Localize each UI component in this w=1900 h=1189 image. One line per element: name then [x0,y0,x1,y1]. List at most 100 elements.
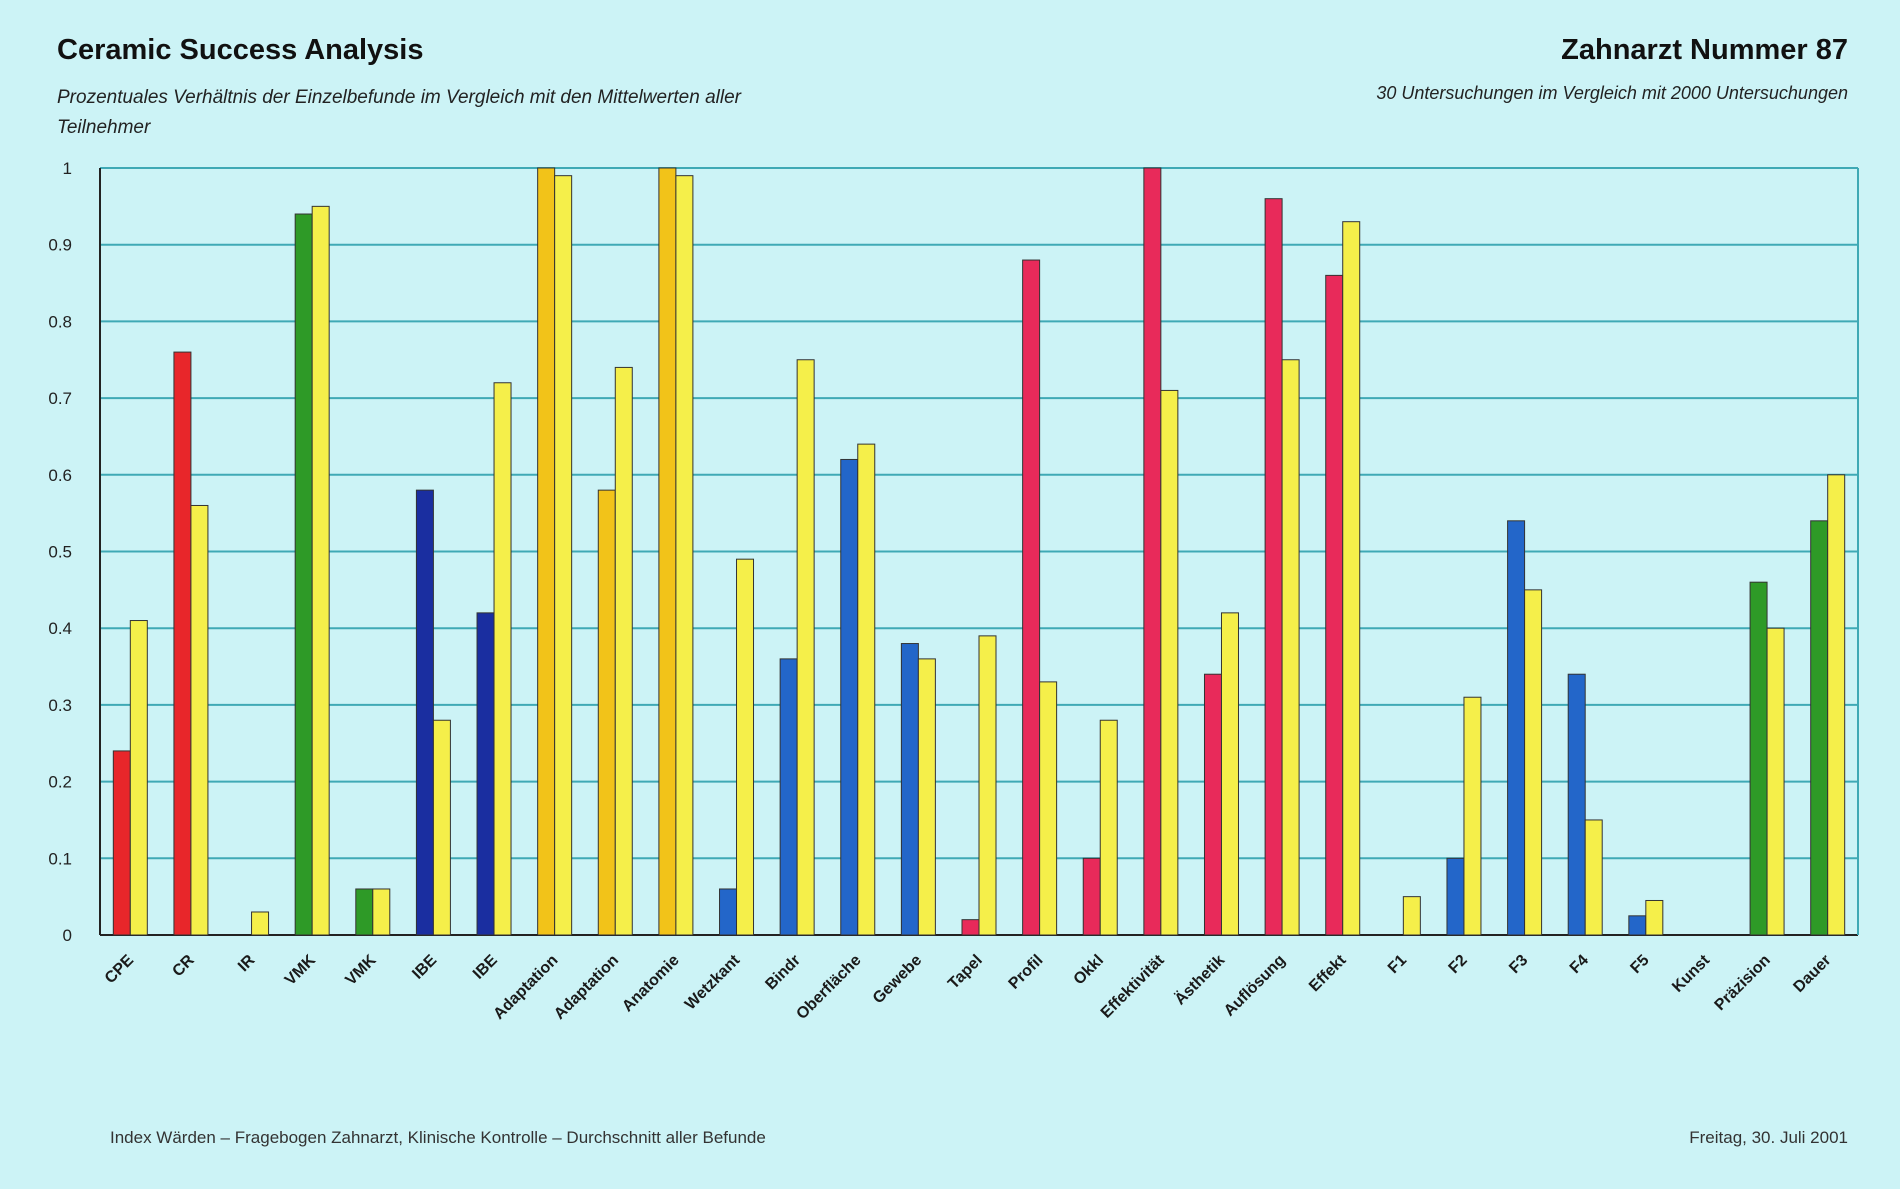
x-category-label: IR [235,951,259,975]
x-category-label: IBE [409,952,440,983]
y-tick-label: 0.6 [48,466,72,485]
x-category-label: F2 [1446,952,1471,977]
y-tick-label: 0.5 [48,543,72,562]
bar-series-2 [1160,389,1179,936]
bar-series-1 [597,489,616,936]
bar-series-2 [1645,899,1664,936]
bar-series-1 [294,213,313,936]
x-category-label: Dauer [1790,952,1834,996]
bar-series-2 [251,911,270,936]
bar-series-2 [857,443,876,936]
bar-series-1 [1810,520,1829,936]
bar-series-1 [355,888,374,936]
bar-series-2 [372,888,391,936]
bar-series-1 [658,167,677,936]
bar-series-1 [900,643,919,936]
bar-series-2 [1827,474,1846,936]
x-category-label: Wetzkant [682,951,744,1013]
bar-series-2 [493,382,512,936]
bar-series-1 [1082,857,1101,936]
x-category-label: Adaptation [551,952,622,1023]
bar-series-2 [1463,696,1482,936]
bar-series-2 [736,558,755,936]
bar-series-1 [1628,915,1647,936]
bar-series-1 [1507,520,1526,936]
footer-legend-note: Index Wärden – Fragebogen Zahnarzt, Klin… [110,1128,766,1147]
bar-series-1 [1567,673,1586,936]
x-category-label: Gewebe [870,952,925,1007]
x-category-label: Anatomie [619,952,683,1016]
bar-series-1 [173,351,192,936]
bar-series-1 [1022,259,1041,936]
bar-series-2 [1039,681,1058,936]
x-category-label: Oberfläche [793,952,864,1023]
bar-series-1 [1749,581,1768,936]
bar-series-2 [554,175,573,936]
bar-series-1 [476,612,495,936]
x-category-label: Profil [1006,952,1047,993]
bar-series-2 [978,635,997,936]
bar-series-2 [1524,589,1543,936]
y-tick-label: 1 [63,159,72,178]
x-category-label: CR [169,951,198,980]
bar-series-2 [1402,896,1421,936]
y-tick-label: 0.1 [48,849,72,868]
x-category-label: F3 [1506,952,1531,977]
bar-series-1 [1203,673,1222,936]
bar-series-2 [917,658,936,936]
bar-series-1 [779,658,798,936]
x-category-label: Ästhetik [1171,951,1228,1008]
x-category-label: Effekt [1306,951,1350,995]
x-category-label: Präzision [1712,952,1774,1014]
bar-series-1 [1143,167,1162,936]
chart-title: Ceramic Success Analysis [57,34,424,66]
bar-series-2 [432,719,451,936]
x-category-label: Effektivität [1098,951,1168,1021]
dentist-number-title: Zahnarzt Nummer 87 [1561,34,1848,66]
x-category-label: F4 [1567,952,1592,977]
bar-series-2 [1220,612,1239,936]
x-category-label: F1 [1385,952,1410,977]
chart-subtitle: Prozentuales Verhältnis der Einzelbefund… [57,87,741,138]
y-tick-label: 0.9 [48,236,72,255]
bar-series-1 [1264,198,1283,936]
x-category-label: Bindr [762,952,804,994]
bar-series-1 [840,458,859,936]
bar-series-2 [796,359,815,936]
bar-series-1 [537,167,556,936]
x-category-label: Adaptation [490,952,561,1023]
bar-series-1 [415,489,434,936]
bar-series-2 [1099,719,1118,936]
x-category-label: Kunst [1669,951,1714,996]
x-category-label: IBE [470,952,501,983]
y-tick-label: 0.3 [48,696,72,715]
bar-series-1 [719,888,738,936]
bar-series-2 [675,175,694,936]
x-category-label: Auflösung [1221,952,1289,1020]
y-tick-label: 0 [63,926,72,945]
comparison-subtitle: 30 Untersuchungen im Vergleich mit 2000 … [1376,83,1848,103]
x-category-label: CPE [102,952,138,988]
y-tick-label: 0.8 [48,312,72,331]
bar-series-1 [1325,274,1344,936]
bar-series-2 [1766,627,1785,936]
footer-date: Freitag, 30. Juli 2001 [1689,1128,1848,1147]
x-category-label: Okkl [1071,952,1108,989]
bar-series-2 [614,366,633,936]
y-tick-label: 0.2 [48,773,72,792]
bar-series-2 [1342,221,1361,936]
bar-series-1 [961,919,980,936]
bar-series-2 [190,504,209,936]
bar-series-2 [129,620,148,936]
x-category-label: VMK [342,951,379,988]
y-tick-label: 0.4 [48,619,72,638]
bar-series-2 [311,205,330,936]
x-category-label: VMK [282,951,319,988]
x-category-label: Tapel [945,952,986,993]
bar-series-1 [112,750,131,936]
y-tick-label: 0.7 [48,389,72,408]
bar-series-1 [1446,857,1465,936]
x-category-label: F5 [1627,952,1652,977]
bar-series-2 [1281,359,1300,936]
